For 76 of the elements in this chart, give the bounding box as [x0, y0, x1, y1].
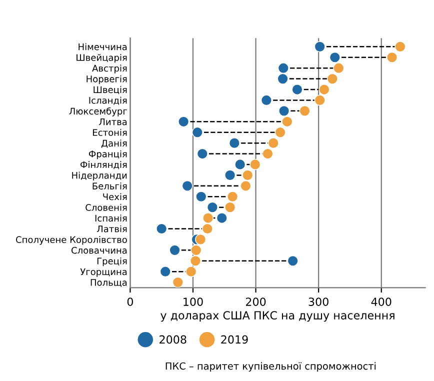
- point: [234, 158, 246, 170]
- point: [262, 148, 274, 160]
- x-tick-label: 0: [127, 298, 133, 306]
- y-tick-label: Бельгія: [92, 182, 127, 190]
- y-tick-label: Норвегія: [86, 75, 127, 84]
- point: [318, 84, 330, 96]
- point: [192, 126, 203, 138]
- point: [190, 255, 202, 266]
- point: [227, 191, 238, 202]
- point: [178, 116, 190, 128]
- y-tick-label: Греція: [97, 257, 127, 266]
- y-tick-label: Швеція: [94, 86, 127, 94]
- y-tick-label: Польща: [90, 279, 127, 287]
- x-tick-label: 400: [371, 298, 392, 306]
- point: [216, 212, 228, 224]
- point: [333, 62, 344, 74]
- y-tick-label: Австрія: [92, 64, 127, 74]
- point: [250, 158, 261, 170]
- point: [206, 202, 218, 213]
- y-tick-label: Словаччина: [72, 246, 127, 254]
- point: [282, 116, 293, 128]
- point: [329, 52, 340, 63]
- point: [299, 105, 310, 116]
- x-tick-label: 100: [184, 298, 203, 306]
- point: [202, 212, 214, 224]
- point: [277, 73, 288, 84]
- y-tick-label: Франція: [88, 150, 127, 160]
- point: [160, 266, 171, 278]
- point: [287, 255, 298, 266]
- y-tick-label: Латвія: [96, 225, 127, 232]
- point: [386, 52, 398, 63]
- y-tick-label: Ісландія: [89, 96, 127, 105]
- y-tick-label: Угорщина: [80, 268, 127, 277]
- point: [278, 62, 289, 74]
- point: [196, 148, 208, 160]
- point: [202, 223, 213, 234]
- y-tick-label: Литва: [99, 118, 127, 126]
- point: [314, 41, 326, 52]
- y-tick-label: Словенія: [86, 204, 127, 211]
- legend-label: 2019: [221, 335, 248, 344]
- point: [260, 94, 272, 106]
- point: [274, 126, 286, 138]
- point: [228, 138, 240, 149]
- point: [169, 244, 180, 256]
- point: [242, 170, 254, 181]
- y-tick-label: Швейцарія: [76, 54, 127, 63]
- x-tick-label: 200: [246, 298, 266, 306]
- legend-label: 2008: [160, 335, 186, 344]
- y-tick-label: Іспанія: [95, 214, 127, 222]
- point: [278, 105, 290, 116]
- x-axis-title: у доларах США ПКС на душу населення: [160, 311, 394, 322]
- point: [240, 180, 252, 192]
- y-tick-label: Данія: [101, 140, 127, 148]
- point: [172, 276, 184, 288]
- point: [326, 73, 338, 84]
- x-tick-label: 300: [308, 298, 328, 306]
- point: [186, 266, 197, 278]
- point: [182, 180, 193, 192]
- y-tick-label: Люксембург: [69, 107, 127, 116]
- point: [314, 94, 326, 106]
- y-tick-label: Чехія: [103, 193, 127, 200]
- point: [394, 41, 406, 52]
- point: [224, 170, 236, 181]
- point: [156, 223, 168, 234]
- y-tick-label: Сполучене Королівство: [16, 236, 127, 245]
- text: ПКС – паритет купівельної спроможності: [166, 362, 376, 372]
- point: [292, 84, 303, 96]
- point: [195, 234, 206, 245]
- point: [268, 138, 279, 149]
- y-tick-label: Нідерланди: [72, 172, 127, 180]
- y-tick-label: Естонія: [93, 128, 127, 136]
- y-tick-label: Фінляндія: [80, 161, 127, 170]
- point: [224, 202, 236, 213]
- point: [196, 191, 207, 202]
- y-tick-label: Німеччина: [78, 43, 127, 50]
- point: [190, 244, 202, 256]
